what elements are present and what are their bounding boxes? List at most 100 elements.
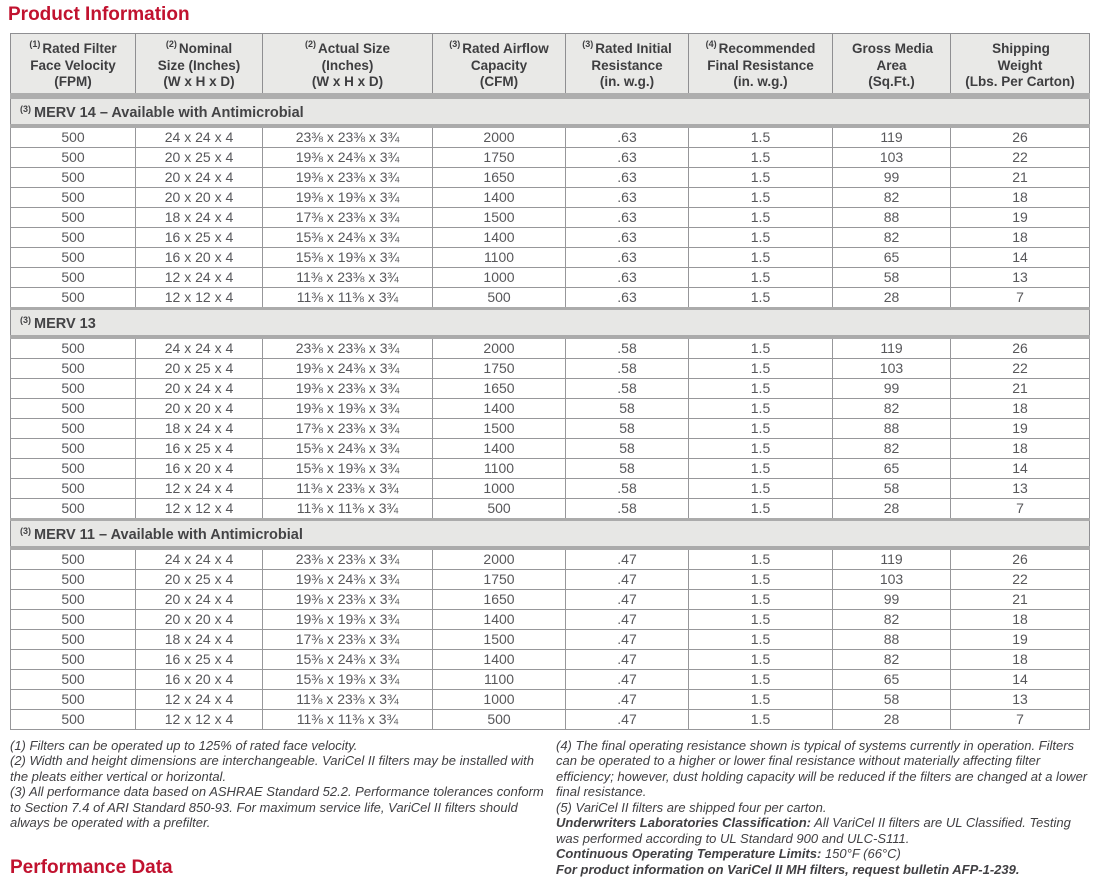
- table-cell: 2000: [432, 125, 566, 148]
- table-cell: 18: [950, 226, 1090, 248]
- performance-data-title: Performance Data: [10, 856, 173, 878]
- table-cell: 7: [950, 708, 1090, 730]
- table-cell: 500: [10, 186, 136, 208]
- table-row: 500 24 x 24 x 4 23⅜ x 23⅜ x 3¾ 2000.58 1.5 11…: [10, 336, 1090, 359]
- table-cell: 1650: [432, 588, 566, 610]
- header-row: (1) Rated Filter Face Velocity (FPM) (2) N…: [10, 33, 1090, 99]
- table-row: 500 16 x 25 x 4 15⅜ x 24⅜ x 3¾ 1400.47 1.5 82…: [10, 648, 1090, 670]
- table-cell: 1000: [432, 477, 566, 499]
- table-cell: 1400: [432, 397, 566, 419]
- footnote-bold-lead: Underwriters Laboratories Classification…: [556, 815, 812, 830]
- table-cell: 20 x 25 x 4: [135, 357, 263, 379]
- table-cell: .58: [565, 336, 689, 359]
- section-band-cell: (3) MERV 14 – Available with Antimicrobia…: [10, 94, 1090, 128]
- table-cell: 23⅜ x 23⅜ x 3¾: [262, 547, 433, 570]
- table-cell: 7: [950, 286, 1090, 309]
- table-cell: 18 x 24 x 4: [135, 417, 263, 439]
- footnotes-right-column: (4) The final operating resistance shown…: [556, 738, 1092, 879]
- table-cell: 12 x 24 x 4: [135, 266, 263, 288]
- table-cell: 18: [950, 648, 1090, 670]
- table-cell: 65: [832, 668, 951, 690]
- table-cell: 28: [832, 708, 951, 730]
- table-cell: 17⅜ x 23⅜ x 3¾: [262, 417, 433, 439]
- table-cell: 26: [950, 336, 1090, 359]
- table-cell: 1500: [432, 206, 566, 228]
- table-cell: 20 x 25 x 4: [135, 568, 263, 590]
- column-header-label: Rated Initial Resistance (in. w.g.): [591, 41, 672, 89]
- footnote-item: For product information on VariCel II MH…: [556, 862, 1092, 878]
- table-cell: 18: [950, 437, 1090, 459]
- table-cell: .47: [565, 588, 689, 610]
- table-row: 500 16 x 25 x 4 15⅜ x 24⅜ x 3¾ 1400 58 1.5 82 1…: [10, 437, 1090, 459]
- table-cell: 500: [10, 146, 136, 168]
- table-cell: 1.5: [688, 668, 833, 690]
- footnote-text: (5) VariCel II filters are shipped four …: [556, 799, 827, 815]
- table-cell: 500: [10, 357, 136, 379]
- table-row: 500 18 x 24 x 4 17⅜ x 23⅜ x 3¾ 1500.63 1.5 88…: [10, 206, 1090, 228]
- table-cell: 12 x 12 x 4: [135, 286, 263, 309]
- table-cell: .47: [565, 568, 689, 590]
- footnote-item: Continuous Operating Temperature Limits:…: [556, 846, 1092, 862]
- table-cell: 12 x 24 x 4: [135, 477, 263, 499]
- footnote-text: All VariCel II filters are UL Classified…: [556, 815, 1071, 846]
- table-cell: 7: [950, 497, 1090, 520]
- footnote-bold-lead: For product information on VariCel II MH…: [556, 861, 1020, 877]
- table-row: 500 20 x 20 x 4 19⅜ x 19⅜ x 3¾ 1400.63 1.5 82…: [10, 186, 1090, 208]
- column-header-actual-size: (2) Actual Size (Inches) (W x H x D): [262, 33, 433, 99]
- table-cell: 58: [565, 457, 689, 479]
- section-merv-13: (3) MERV 13 500 24 x 24 x 4 23⅜ x 23⅜ x 3¾ 2…: [10, 306, 1090, 520]
- table-cell: 28: [832, 497, 951, 520]
- table-cell: 24 x 24 x 4: [135, 547, 263, 570]
- table-cell: 500: [10, 547, 136, 570]
- table-cell: 1100: [432, 668, 566, 690]
- table-cell: 15⅜ x 24⅜ x 3¾: [262, 226, 433, 248]
- footnote-text: 150°F (66°C): [821, 846, 901, 861]
- column-header-initial-resistance: (3) Rated Initial Resistance (in. w.g.): [565, 33, 689, 99]
- table-cell: 500: [10, 206, 136, 228]
- table-cell: 1400: [432, 608, 566, 630]
- table-cell: 65: [832, 246, 951, 268]
- table-cell: 16 x 25 x 4: [135, 437, 263, 459]
- table-cell: 1100: [432, 457, 566, 479]
- column-header-label: Rated Airflow Capacity (CFM): [462, 41, 549, 89]
- table-cell: .58: [565, 477, 689, 499]
- table-cell: 500: [10, 286, 136, 309]
- column-header-gross-media-area: Gross Media Area (Sq.Ft.): [832, 33, 951, 99]
- table-row: 500 24 x 24 x 4 23⅜ x 23⅜ x 3¾ 2000.47 1.5 11…: [10, 547, 1090, 570]
- table-cell: 2000: [432, 547, 566, 570]
- footnotes: (1) Filters can be operated up to 125% o…: [10, 738, 1092, 879]
- table-cell: 1.5: [688, 377, 833, 399]
- table-cell: 23⅜ x 23⅜ x 3¾: [262, 125, 433, 148]
- table-cell: .58: [565, 377, 689, 399]
- table-cell: 103: [832, 146, 951, 168]
- table-cell: .63: [565, 266, 689, 288]
- table-cell: 82: [832, 648, 951, 670]
- page-title: Product Information: [8, 4, 190, 25]
- table-cell: 21: [950, 166, 1090, 188]
- table-cell: 500: [10, 266, 136, 288]
- footnote-item: Underwriters Laboratories Classification…: [556, 815, 1092, 846]
- table-cell: .58: [565, 357, 689, 379]
- section-band-merv-13: (3) MERV 13: [10, 306, 1090, 339]
- table-cell: 500: [10, 648, 136, 670]
- table-cell: .63: [565, 226, 689, 248]
- table-cell: 500: [10, 608, 136, 630]
- table-cell: 1.5: [688, 417, 833, 439]
- table-cell: .63: [565, 246, 689, 268]
- section-title: MERV 11 – Available with Antimicrobial: [34, 526, 303, 543]
- table-cell: 1000: [432, 688, 566, 710]
- table-cell: 82: [832, 608, 951, 630]
- table-cell: 1.5: [688, 568, 833, 590]
- column-header-label: Recommended Final Resistance (in. w.g.): [707, 41, 816, 89]
- table-cell: 500: [10, 397, 136, 419]
- table-cell: 19: [950, 206, 1090, 228]
- table-cell: 15⅜ x 24⅜ x 3¾: [262, 648, 433, 670]
- table-cell: .63: [565, 206, 689, 228]
- table-cell: 500: [432, 497, 566, 520]
- table-cell: 1750: [432, 357, 566, 379]
- table-row: 500 20 x 24 x 4 19⅜ x 23⅜ x 3¾ 1650.63 1.5 99…: [10, 166, 1090, 188]
- table-cell: 21: [950, 588, 1090, 610]
- table-cell: 14: [950, 246, 1090, 268]
- table-cell: 16 x 25 x 4: [135, 648, 263, 670]
- table-cell: 20 x 20 x 4: [135, 186, 263, 208]
